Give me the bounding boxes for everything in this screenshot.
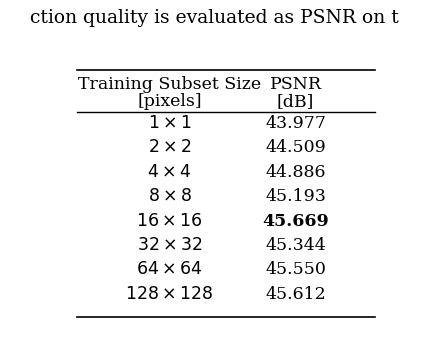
Text: $128 \times 128$: $128 \times 128$ (125, 286, 214, 303)
Text: 43.977: 43.977 (265, 115, 326, 132)
Text: ction quality is evaluated as PSNR on t: ction quality is evaluated as PSNR on t (30, 9, 398, 27)
Text: $1 \times 1$: $1 \times 1$ (148, 115, 191, 132)
Text: $8 \times 8$: $8 \times 8$ (148, 188, 192, 205)
Text: 44.886: 44.886 (265, 164, 326, 181)
Text: 45.193: 45.193 (265, 188, 326, 205)
Text: 45.344: 45.344 (265, 237, 326, 254)
Text: PSNR: PSNR (270, 76, 322, 93)
Text: [pixels]: [pixels] (137, 92, 202, 110)
Text: 45.550: 45.550 (265, 261, 326, 278)
Text: 45.612: 45.612 (265, 286, 326, 303)
Text: [dB]: [dB] (277, 92, 314, 110)
Text: $32 \times 32$: $32 \times 32$ (137, 237, 202, 254)
Text: $16 \times 16$: $16 \times 16$ (137, 213, 203, 230)
Text: $2 \times 2$: $2 \times 2$ (148, 139, 191, 157)
Text: 45.669: 45.669 (262, 213, 329, 230)
Text: $64 \times 64$: $64 \times 64$ (137, 261, 203, 278)
Text: Training Subset Size: Training Subset Size (78, 76, 261, 93)
Text: $4 \times 4$: $4 \times 4$ (147, 164, 192, 181)
Text: 44.509: 44.509 (265, 139, 326, 157)
